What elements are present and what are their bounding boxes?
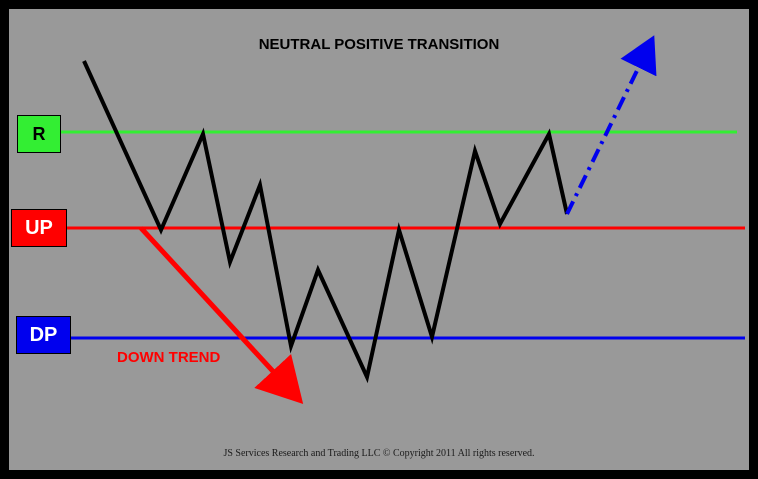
projection-arrow <box>565 35 657 215</box>
r-label: R <box>17 115 61 153</box>
price-path-line <box>82 60 569 384</box>
dp-label: DP <box>16 316 71 354</box>
up-label: UP <box>11 209 67 247</box>
diagram-canvas <box>61 35 745 405</box>
down-trend-arrow <box>139 226 304 405</box>
down-trend-label: DOWN TREND <box>117 349 221 366</box>
diagram-title: NEUTRAL POSITIVE TRANSITION <box>258 36 500 53</box>
copyright-footer: JS Services Research and Trading LLC © C… <box>223 448 535 459</box>
diagram-panel: NEUTRAL POSITIVE TRANSITION R UP DP DOWN… <box>9 9 749 470</box>
